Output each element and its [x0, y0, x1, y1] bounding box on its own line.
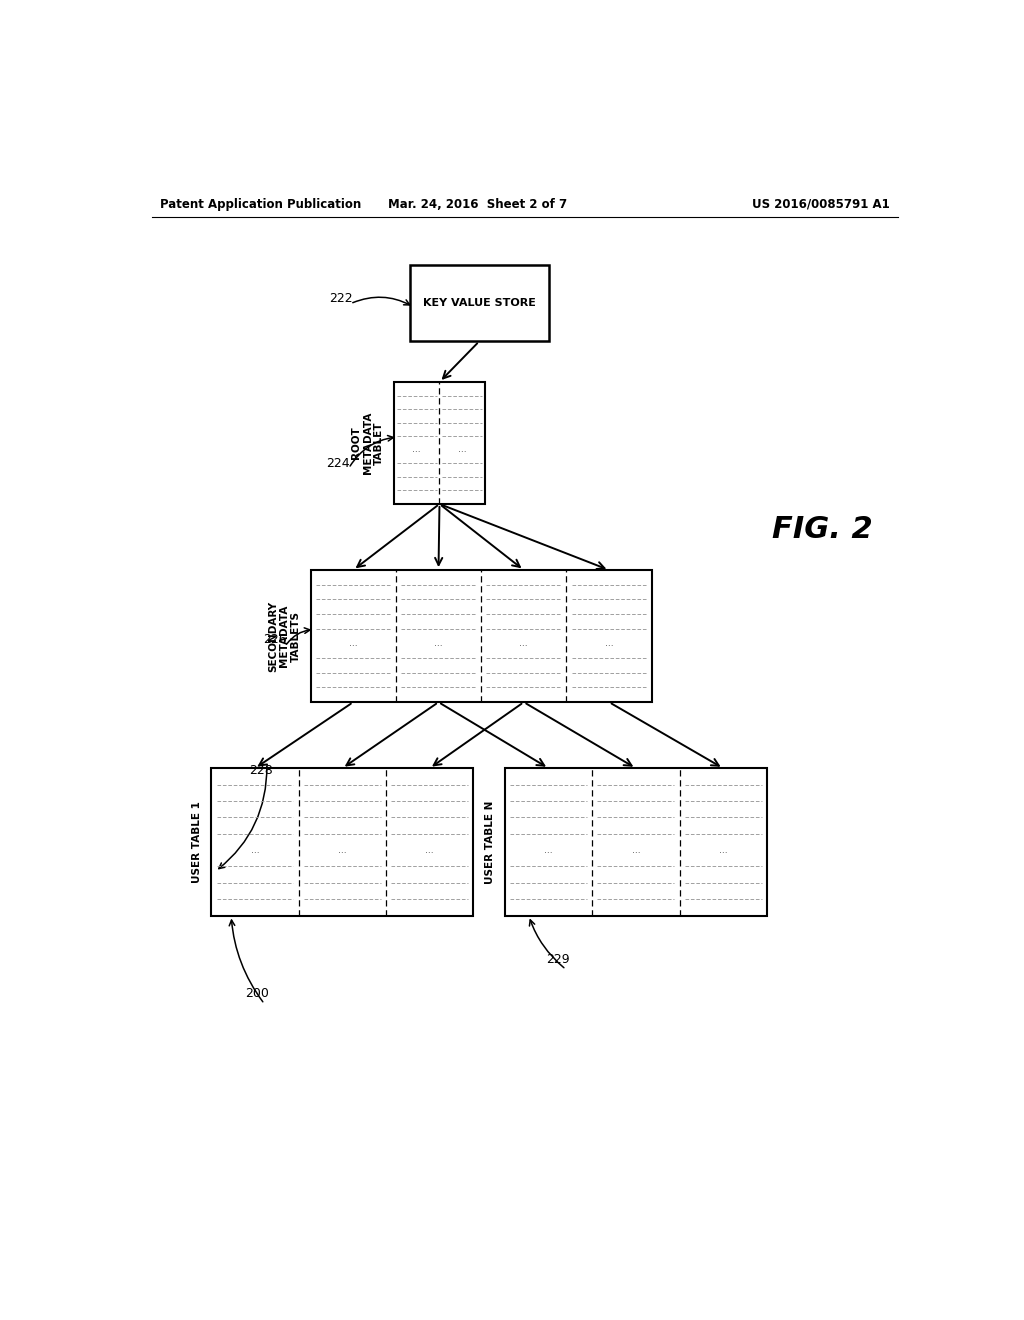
Bar — [310, 570, 652, 702]
Bar — [505, 768, 767, 916]
Text: ...: ... — [632, 846, 640, 854]
Bar — [394, 381, 485, 504]
Text: 229: 229 — [547, 953, 570, 966]
Text: 228: 228 — [250, 764, 273, 776]
Text: USER TABLE 1: USER TABLE 1 — [191, 801, 202, 883]
Text: ...: ... — [605, 639, 613, 648]
Text: ...: ... — [434, 639, 442, 648]
Text: SECONDARY
METADATA
TABLETS: SECONDARY METADATA TABLETS — [268, 601, 301, 672]
Text: 226: 226 — [263, 632, 287, 645]
Text: ...: ... — [349, 639, 357, 648]
Text: US 2016/0085791 A1: US 2016/0085791 A1 — [752, 198, 890, 211]
Text: ROOT
METADATA
TABLET: ROOT METADATA TABLET — [351, 412, 384, 474]
Text: 222: 222 — [329, 292, 352, 305]
Text: FIG. 2: FIG. 2 — [772, 515, 872, 544]
Text: ...: ... — [251, 846, 259, 854]
Text: 200: 200 — [245, 987, 268, 1001]
Text: ...: ... — [413, 445, 421, 454]
Text: Mar. 24, 2016  Sheet 2 of 7: Mar. 24, 2016 Sheet 2 of 7 — [388, 198, 566, 211]
Text: 224: 224 — [327, 457, 350, 470]
Bar — [211, 768, 473, 916]
Text: ...: ... — [545, 846, 553, 854]
Text: ...: ... — [719, 846, 727, 854]
Text: ...: ... — [458, 445, 467, 454]
Text: Patent Application Publication: Patent Application Publication — [160, 198, 361, 211]
Text: ...: ... — [425, 846, 434, 854]
Text: KEY VALUE STORE: KEY VALUE STORE — [423, 298, 536, 309]
Text: ...: ... — [338, 846, 346, 854]
Bar — [410, 265, 549, 342]
Text: ...: ... — [519, 639, 528, 648]
Text: USER TABLE N: USER TABLE N — [485, 800, 496, 883]
